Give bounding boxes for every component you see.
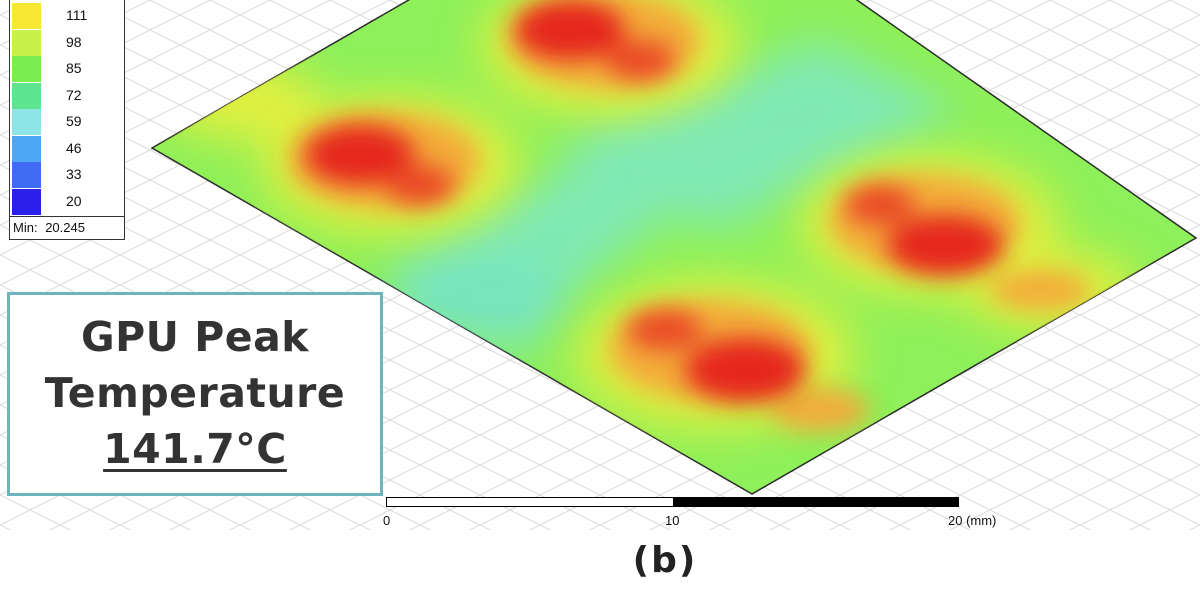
legend-value: 98 [66,33,82,50]
legend-value: 72 [66,86,82,103]
scale-bar [386,497,960,507]
scale-label-0: 0 [383,513,391,528]
scale-bar-white-segment [386,497,674,507]
scale-bar-black-segment [673,497,959,507]
legend-min: Min: 20.245 [10,216,124,239]
legend-swatch [12,109,41,135]
peak-temperature-callout: GPU Peak Temperature 141.7°C [7,292,383,496]
legend-swatch [12,162,41,188]
legend-row: 85 [10,56,126,82]
legend-row: 59 [10,109,126,135]
hotspot-1 [305,125,415,185]
legend-swatch [12,82,41,109]
peak-temperature-value: 141.7°C [103,425,287,473]
legend-swatch [12,29,41,56]
legend-row: 98 [10,29,126,56]
scale-label-10: 10 [665,513,680,528]
gpu-hotspots [305,0,1003,402]
legend-row: 20 [10,188,126,215]
legend-row: 72 [10,82,126,109]
legend-value: 20 [66,192,82,209]
legend-min-label: Min: [13,220,38,235]
legend-swatch [12,188,41,215]
hotspot-4 [685,338,805,402]
color-legend: 20 33 46 59 72 85 98 111 Min: 20.245 [9,0,125,240]
legend-value: 59 [66,113,82,129]
legend-swatch [12,135,41,162]
callout-line-1: GPU Peak [80,313,310,361]
hotspot-3 [887,215,1003,275]
legend-min-value: 20.245 [45,220,85,235]
legend-value: 46 [66,139,82,156]
legend-value: 33 [66,166,82,182]
legend-row: 33 [10,162,126,188]
legend-row: 46 [10,135,126,162]
legend-value: 85 [66,60,82,76]
circuit-board-heatmap [150,0,1198,495]
hotspot-2 [515,0,625,60]
callout-line-2: Temperature [44,369,346,417]
figure-caption: (b) [632,540,698,581]
legend-row: 111 [10,3,126,29]
scale-label-20: 20 (mm) [948,513,997,528]
legend-swatch [12,3,41,29]
legend-value: 111 [66,7,88,23]
legend-swatch [12,56,41,82]
